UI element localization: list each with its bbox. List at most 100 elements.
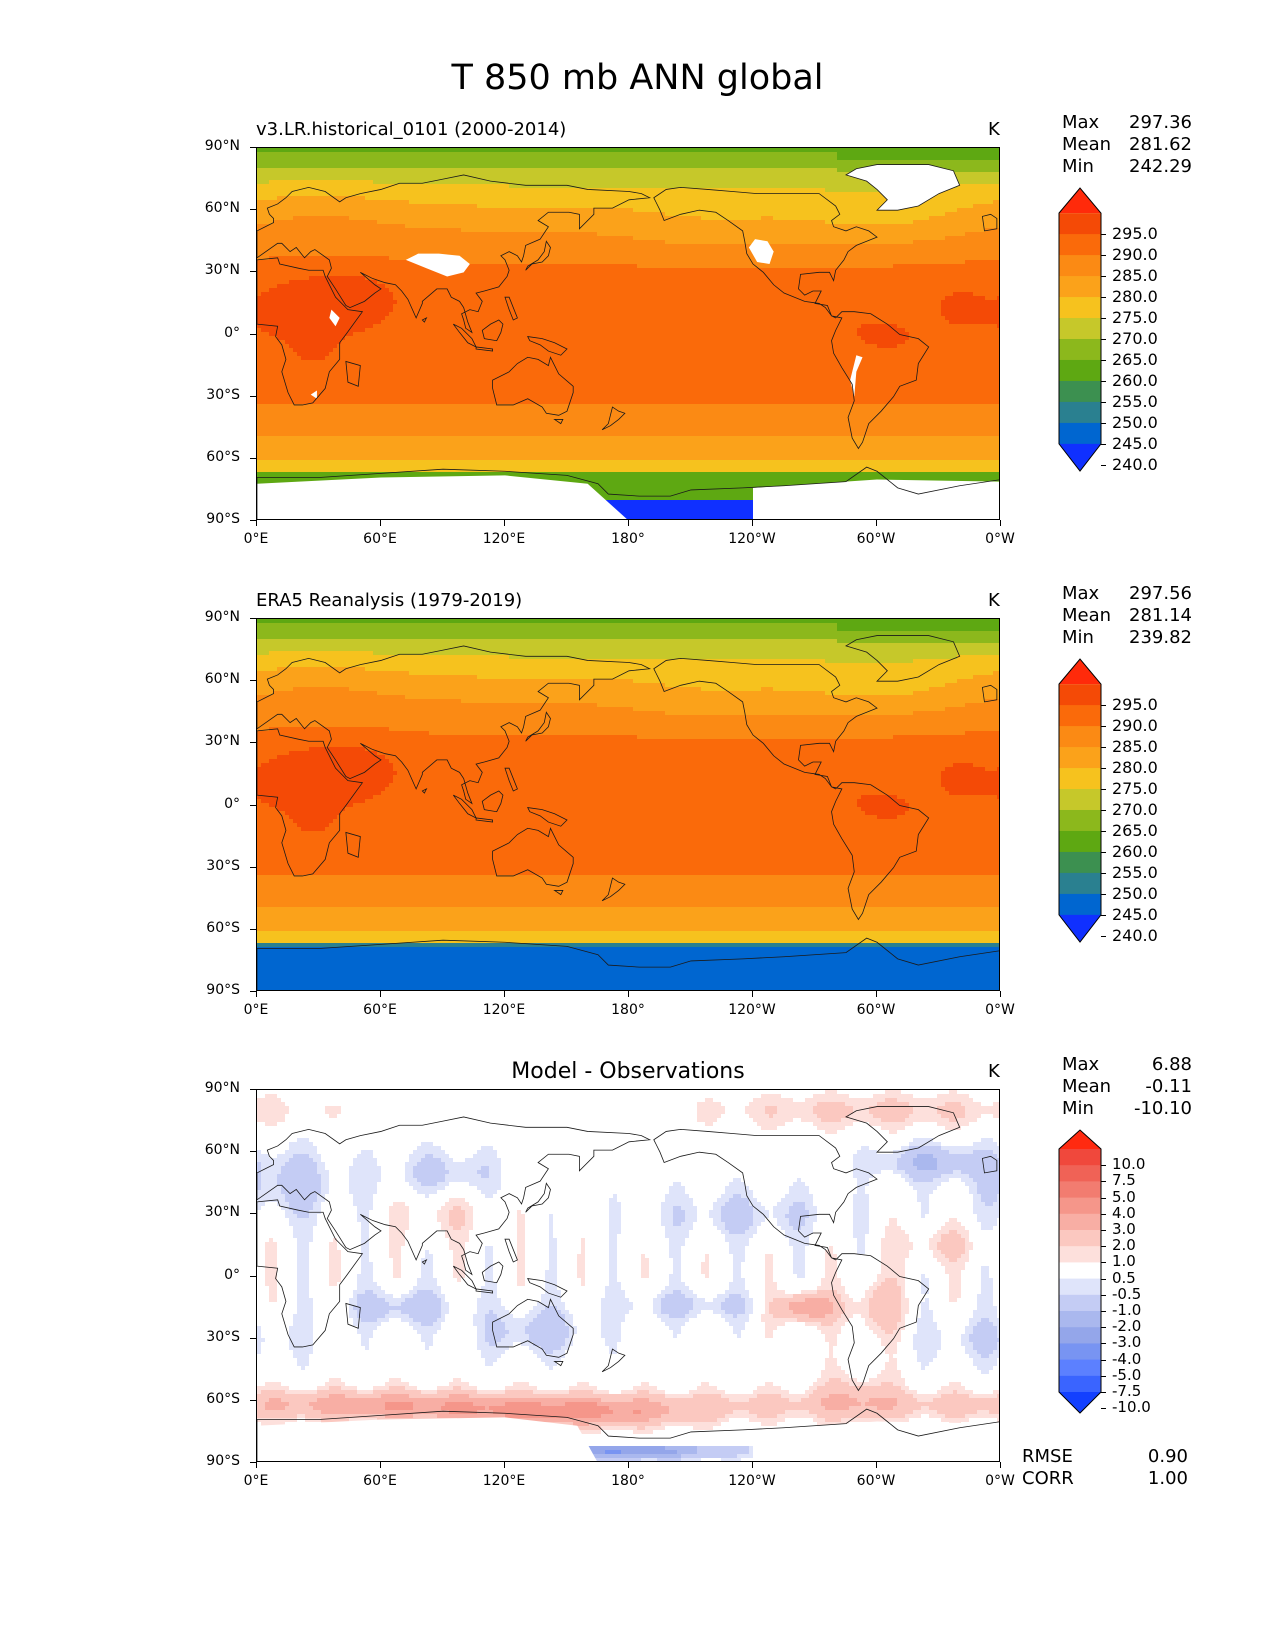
field-cell [433, 208, 438, 213]
field-cell [493, 152, 498, 157]
field-cell [517, 200, 522, 205]
field-cell [357, 152, 362, 157]
field-cell [609, 152, 614, 157]
field-cell [837, 172, 842, 177]
field-cell [521, 224, 526, 229]
field-cell [501, 160, 506, 165]
field-cell [309, 188, 314, 193]
field-cell [541, 172, 546, 177]
field-cell [509, 160, 514, 165]
field-cell [685, 212, 690, 217]
field-cell [765, 176, 770, 181]
field-cell [373, 228, 378, 233]
field-cell [753, 164, 758, 169]
field-cell [413, 224, 418, 229]
field-cell [621, 224, 626, 229]
field-cell [769, 208, 774, 213]
field-cell [561, 208, 566, 213]
field-cell [269, 188, 274, 193]
field-cell [745, 160, 750, 165]
field-cell [933, 212, 938, 217]
field-cell [805, 236, 810, 241]
field-cell [897, 248, 902, 253]
field-cell [405, 160, 410, 165]
field-cell [553, 228, 558, 233]
field-cell [329, 212, 334, 217]
field-cell [517, 232, 522, 237]
field-cell [669, 176, 674, 181]
field-cell [417, 228, 422, 233]
field-cell [993, 244, 998, 249]
field-cell [373, 248, 378, 253]
field-cell [705, 208, 710, 213]
field-cell [321, 168, 326, 173]
field-cell [925, 204, 930, 209]
field-cell [617, 232, 622, 237]
field-cell [297, 212, 302, 217]
field-cell [301, 156, 306, 161]
field-cell [817, 168, 822, 173]
field-cell [521, 236, 526, 241]
field-cell [793, 184, 798, 189]
field-cell [421, 184, 426, 189]
field-cell [457, 172, 462, 177]
field-cell [613, 228, 618, 233]
field-cell [353, 188, 358, 193]
field-cell [361, 232, 366, 237]
field-cell [997, 236, 999, 241]
field-cell [281, 168, 286, 173]
field-cell [537, 216, 542, 221]
field-cell [445, 252, 450, 257]
field-cell [609, 168, 614, 173]
field-cell [385, 220, 390, 225]
field-cell [649, 204, 654, 209]
field-cell [913, 148, 918, 153]
field-cell [881, 160, 886, 165]
field-cell [417, 236, 422, 241]
field-cell [385, 164, 390, 169]
field-cell [801, 244, 806, 249]
field-cell [409, 252, 414, 257]
field-cell [689, 164, 694, 169]
field-cell [841, 160, 846, 165]
field-cell [641, 224, 646, 229]
field-cell [609, 184, 614, 189]
field-cell [521, 212, 526, 217]
field-cell [337, 184, 342, 189]
field-cell [333, 152, 338, 157]
field-cell [953, 188, 958, 193]
field-cell [837, 196, 842, 201]
field-cell [773, 232, 778, 237]
field-cell [341, 176, 346, 181]
field-cell [989, 180, 994, 185]
field-cell [661, 180, 666, 185]
field-cell [725, 212, 730, 217]
field-cell [985, 156, 990, 161]
field-cell [397, 156, 402, 161]
field-cell [921, 220, 926, 225]
field-cell [697, 240, 702, 245]
field-cell [517, 196, 522, 201]
field-cell [809, 152, 814, 157]
field-cell [705, 188, 710, 193]
field-cell [453, 240, 458, 245]
field-cell [665, 172, 670, 177]
field-cell [557, 192, 562, 197]
field-cell [601, 252, 606, 257]
field-cell [705, 224, 710, 229]
field-cell [369, 228, 374, 233]
field-cell [561, 252, 566, 257]
field-cell [977, 220, 982, 225]
field-cell [517, 240, 522, 245]
field-cell [281, 188, 286, 193]
field-cell [409, 192, 414, 197]
field-cell [341, 192, 346, 197]
field-cell [289, 212, 294, 217]
field-cell [437, 204, 442, 209]
field-cell [681, 224, 686, 229]
field-cell [265, 228, 270, 233]
field-cell [345, 220, 350, 225]
field-cell [689, 216, 694, 221]
field-cell [261, 204, 266, 209]
field-cell [257, 208, 262, 213]
